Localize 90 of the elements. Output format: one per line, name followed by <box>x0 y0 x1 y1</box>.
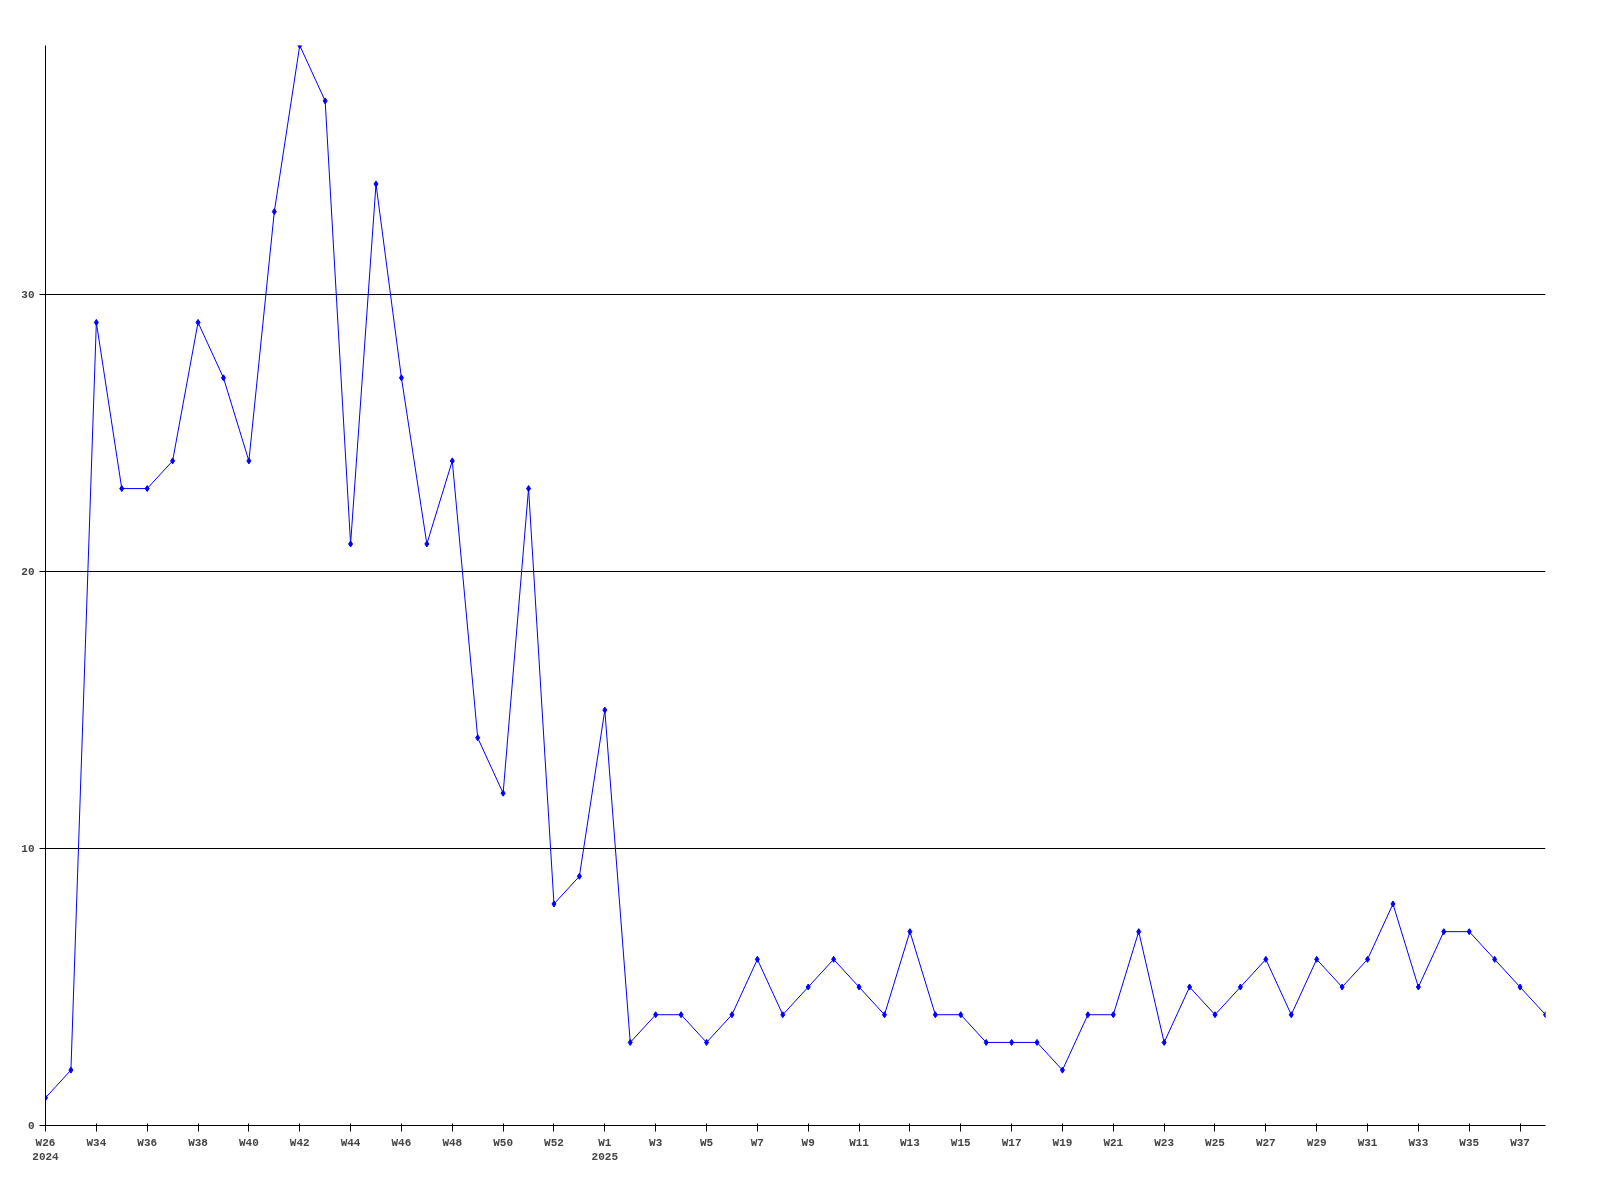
x-tick-label: W36 <box>137 1136 158 1149</box>
point <box>1415 983 1421 991</box>
point <box>1263 955 1269 963</box>
x-tick-label: W42 <box>289 1136 310 1149</box>
point <box>1136 928 1142 936</box>
y-tick-label: 10 <box>21 843 35 856</box>
point <box>907 928 913 936</box>
point <box>1237 983 1243 991</box>
point <box>831 955 837 963</box>
point <box>653 1011 659 1019</box>
point <box>271 208 277 216</box>
point <box>1365 955 1371 963</box>
x-tick-label: W46 <box>391 1136 412 1149</box>
point <box>1466 928 1472 936</box>
point <box>144 485 150 493</box>
point <box>1492 955 1498 963</box>
point <box>627 1038 633 1046</box>
point <box>170 457 176 465</box>
x-tick-label: W19 <box>1052 1136 1073 1149</box>
point <box>780 1011 786 1019</box>
point <box>932 1011 938 1019</box>
point <box>119 485 125 493</box>
x-tick-label: W50 <box>493 1136 514 1149</box>
point <box>1390 900 1396 908</box>
x-tick-label: W11 <box>849 1136 870 1149</box>
point <box>1034 1038 1040 1046</box>
point <box>195 318 201 326</box>
point <box>1314 955 1320 963</box>
y-tick-label: 30 <box>21 289 35 302</box>
point <box>729 1011 735 1019</box>
x-tick-label: W25 <box>1205 1136 1226 1149</box>
x-tick-label: W37 <box>1510 1136 1530 1149</box>
point <box>1517 983 1523 991</box>
x-tick-label: W26 2024 <box>32 1136 60 1163</box>
point <box>475 734 481 742</box>
point <box>1161 1038 1167 1046</box>
point <box>576 872 582 880</box>
x-tick-label: W9 <box>801 1136 815 1149</box>
x-tick-label: W38 <box>188 1136 209 1149</box>
point <box>1187 983 1193 991</box>
x-tick-label: W27 <box>1255 1136 1276 1149</box>
point <box>958 1011 964 1019</box>
point <box>678 1011 684 1019</box>
point <box>1059 1066 1065 1074</box>
x-tick-label: W1 2025 <box>591 1136 619 1163</box>
x-tick-label: W35 <box>1459 1136 1480 1149</box>
x-tick-label: W3 <box>649 1136 663 1149</box>
point <box>602 706 608 714</box>
point <box>246 457 252 465</box>
point <box>983 1038 989 1046</box>
x-tick-label: W21 <box>1103 1136 1124 1149</box>
point <box>754 955 760 963</box>
x-tick-label: W52 <box>544 1136 564 1149</box>
point <box>881 1011 887 1019</box>
point <box>1085 1011 1091 1019</box>
point <box>424 540 430 548</box>
point <box>220 374 226 382</box>
y-tick-label: 0 <box>27 1120 35 1132</box>
point <box>526 485 532 493</box>
point <box>1339 983 1345 991</box>
point <box>322 97 328 105</box>
point <box>398 374 404 382</box>
point <box>348 540 354 548</box>
point <box>856 983 862 991</box>
point <box>373 180 379 188</box>
point <box>1212 1011 1218 1019</box>
x-tick-label: W33 <box>1408 1136 1429 1149</box>
point <box>551 900 557 908</box>
x-tick-label: W31 <box>1357 1136 1378 1149</box>
point <box>93 318 99 326</box>
y-tick-label: 20 <box>21 566 35 579</box>
point <box>704 1038 710 1046</box>
x-tick-label: W34 <box>86 1136 107 1149</box>
x-tick-label: W40 <box>238 1136 259 1149</box>
x-tick-label: W17 <box>1001 1136 1022 1149</box>
point <box>500 789 506 797</box>
point <box>68 1066 74 1074</box>
point <box>1288 1011 1294 1019</box>
x-tick-label: W5 <box>699 1136 714 1149</box>
x-tick-label: W48 <box>442 1136 463 1149</box>
point <box>1441 928 1447 936</box>
point <box>1009 1038 1015 1046</box>
x-tick-label: W15 <box>950 1136 972 1149</box>
x-tick-label: W29 <box>1306 1136 1327 1149</box>
x-tick-label: W13 <box>900 1136 921 1149</box>
x-tick-label: W23 <box>1154 1136 1175 1149</box>
x-tick-label: W7 <box>750 1136 764 1149</box>
x-tick-label: W44 <box>340 1136 361 1149</box>
point <box>805 983 811 991</box>
point <box>1110 1011 1116 1019</box>
